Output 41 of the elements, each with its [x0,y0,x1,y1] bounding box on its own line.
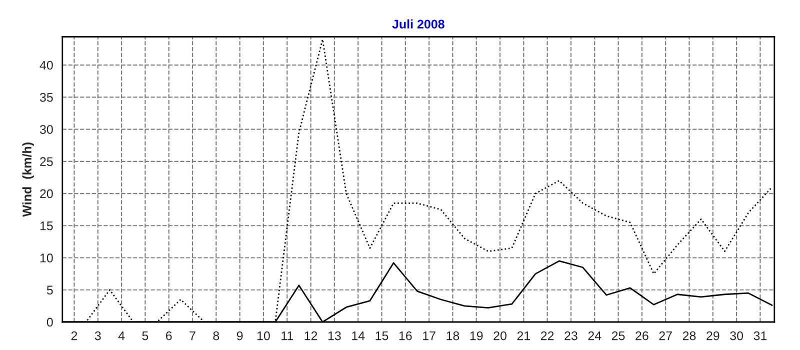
x-tick-label: 16 [399,331,412,340]
x-tick-label: 24 [588,331,602,340]
y-tick-label: 10 [40,254,53,262]
y-tick-label: 20 [40,189,53,198]
x-tick-label: 30 [730,331,744,340]
x-tick-label: 14 [352,331,365,340]
x-tick-label: 23 [564,331,578,340]
x-tick-label: 10 [257,331,270,340]
x-tick-label: 29 [706,331,720,340]
x-tick-label: 18 [446,331,460,340]
x-tick-label: 3 [94,331,101,340]
y-tick-label: 5 [46,286,53,295]
x-tick-label: 4 [118,331,125,340]
x-tick-label: 20 [494,331,506,340]
y-tick-label: 30 [40,125,53,134]
x-tick-label: 19 [470,331,483,340]
x-tick-label: 13 [328,331,341,340]
x-tick-label: 17 [423,331,436,340]
x-tick-label: 5 [142,331,148,340]
x-tick-label: 22 [540,331,554,340]
chart-title: Juli 2008 [392,19,444,29]
x-tick-label: 31 [754,331,767,340]
y-tick-label: 25 [40,157,53,166]
x-tick-label: 12 [304,331,318,340]
x-tick-label: 2 [71,331,78,340]
x-tick-label: 15 [376,331,388,340]
x-tick-label: 8 [213,331,220,340]
x-tick-label: 25 [612,331,625,340]
x-tick-label: 9 [236,331,243,340]
x-tick-label: 21 [517,331,530,340]
y-tick-label: 40 [40,60,53,70]
y-axis-title: Wind (km/h) [22,142,34,217]
y-tick-label: 15 [40,222,53,230]
x-tick-label: 28 [682,331,696,340]
x-tick-label: 7 [190,331,196,340]
y-tick-label: 0 [46,318,53,327]
x-tick-label: 27 [659,331,672,340]
x-tick-label: 6 [166,331,172,340]
x-tick-label: 26 [636,331,648,340]
y-tick-label: 35 [40,92,53,102]
x-tick-label: 11 [282,331,293,340]
